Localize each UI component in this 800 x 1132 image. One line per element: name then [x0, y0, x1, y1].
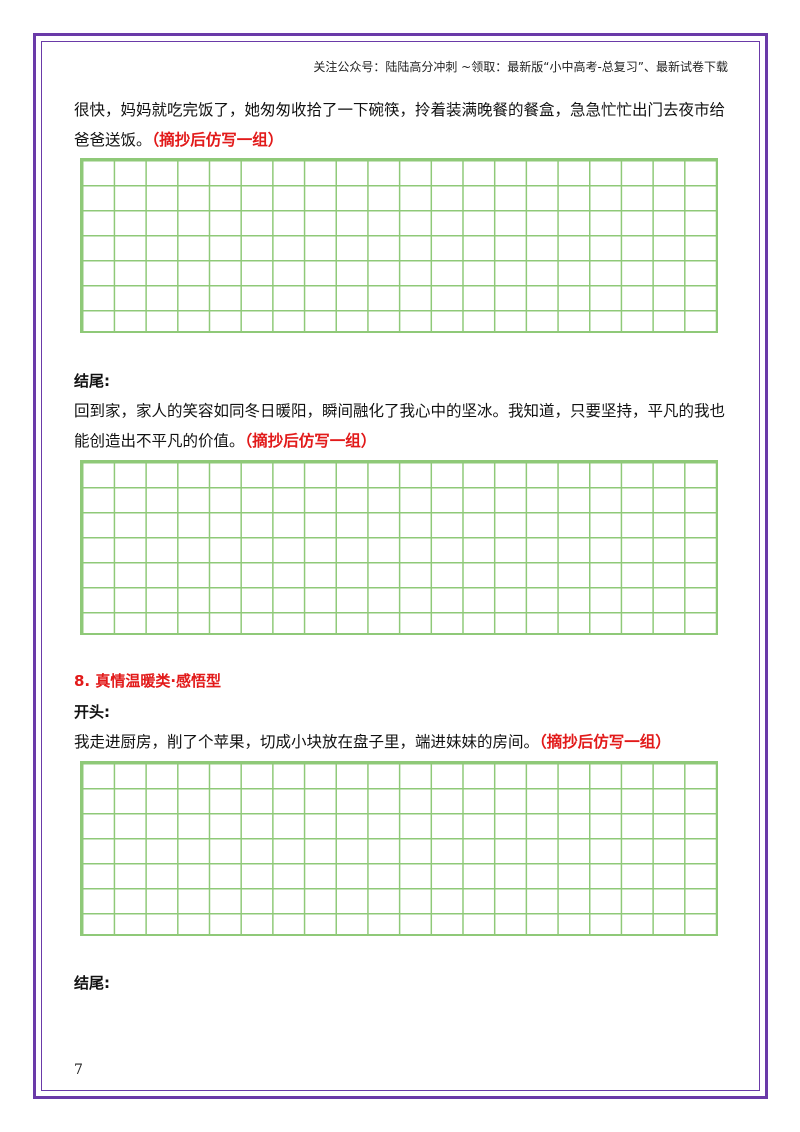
page-number: 7 — [74, 1062, 83, 1078]
page-border-inner — [41, 41, 760, 1091]
opening-label: 开头: — [74, 703, 110, 721]
copy-instruction-note: （摘抄后仿写一组） — [539, 733, 671, 751]
ending-label-2: 结尾: — [74, 974, 110, 992]
paragraph-text: 很快，妈妈就吃完饭了，她匆匆收拾了一下碗筷，拎着装满晚餐的餐盒，急急忙忙出门去夜… — [74, 101, 726, 149]
paragraph-text: 我走进厨房，削了个苹果，切成小块放在盘子里，端进妹妹的房间。 — [74, 733, 540, 751]
writing-grid-1[interactable] — [80, 158, 718, 333]
page-border-outer — [33, 33, 768, 1099]
section-title: 8. 真情温暖类·感悟型 — [74, 672, 222, 690]
header-promo-text: 关注公众号：陆陆高分冲刺 ~领取：最新版“小中高考-总复习”、最新试卷下载 — [313, 60, 728, 74]
paragraph-text: 回到家，家人的笑容如同冬日暖阳，瞬间融化了我心中的坚冰。我知道，只要坚持，平凡的… — [74, 402, 726, 450]
copy-instruction-note: （摘抄后仿写一组） — [244, 432, 377, 450]
ending-label: 结尾: — [74, 372, 110, 390]
paragraph-opening: 我走进厨房，削了个苹果，切成小块放在盘子里，端进妹妹的房间。（摘抄后仿写一组） — [74, 727, 726, 757]
writing-grid-3[interactable] — [80, 761, 718, 936]
paragraph-ending1: 回到家，家人的笑容如同冬日暖阳，瞬间融化了我心中的坚冰。我知道，只要坚持，平凡的… — [74, 396, 726, 456]
writing-grid-2[interactable] — [80, 460, 718, 635]
paragraph-block1: 很快，妈妈就吃完饭了，她匆匆收拾了一下碗筷，拎着装满晚餐的餐盒，急急忙忙出门去夜… — [74, 95, 726, 155]
copy-instruction-note: （摘抄后仿写一组） — [151, 131, 284, 149]
